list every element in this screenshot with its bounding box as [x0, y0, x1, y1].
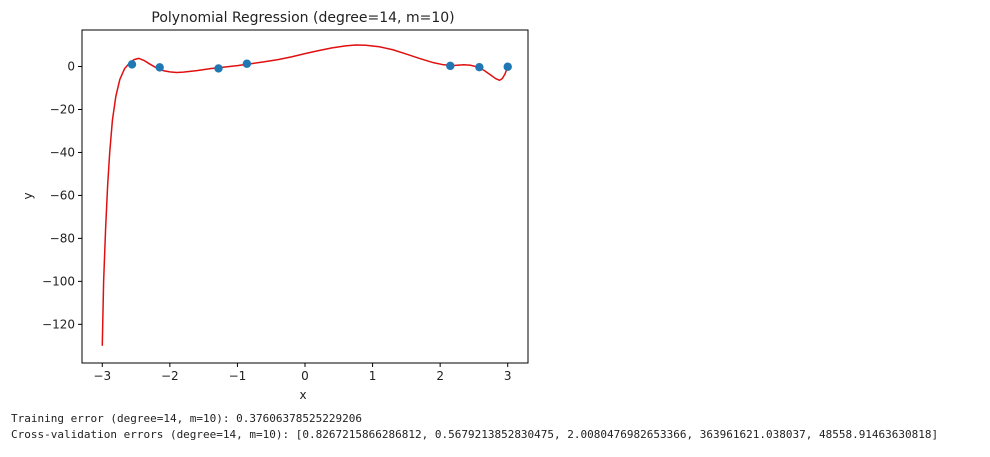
- chart-title: Polynomial Regression (degree=14, m=10): [151, 10, 454, 26]
- data-point: [242, 59, 252, 68]
- data-point: [214, 64, 223, 73]
- x-axis-label: x: [299, 388, 306, 402]
- training-error-text: Training error (degree=14, m=10): 0.3760…: [11, 412, 362, 425]
- y-tick-label: −120: [42, 317, 75, 331]
- y-tick-label: −60: [50, 188, 75, 202]
- regression-chart: Polynomial Regression (degree=14, m=10) …: [21, 10, 529, 402]
- plot-layer: −3 −2 −1 0 1 2 3 0 −20 −40 −60 −80 −100 −120: [42, 29, 529, 383]
- data-point: [503, 62, 512, 71]
- y-axis-label: y: [21, 192, 35, 199]
- y-tick-label: −40: [50, 145, 75, 159]
- x-tick-label: 3: [504, 369, 512, 383]
- y-tick-label: −80: [50, 231, 75, 245]
- x-tick-label: −2: [161, 369, 179, 383]
- data-point: [475, 62, 484, 72]
- x-tick-label: 1: [369, 369, 377, 383]
- x-tick-label: 2: [436, 369, 444, 383]
- plot-frame: [81, 29, 529, 364]
- chart-area: Polynomial Regression (degree=14, m=10) …: [21, 10, 529, 402]
- data-point: [155, 63, 164, 72]
- y-tick-label: 0: [67, 60, 75, 74]
- y-tick-label: −100: [42, 274, 75, 288]
- data-point: [446, 61, 455, 71]
- cross-validation-errors-text: Cross-validation errors (degree=14, m=10…: [11, 428, 939, 441]
- x-tick-label: 0: [301, 369, 309, 383]
- regression-curve: [101, 44, 509, 346]
- x-tick-label: −3: [93, 369, 111, 383]
- data-point: [127, 60, 137, 69]
- y-tick-label: −20: [50, 102, 75, 116]
- x-tick-label: −1: [229, 369, 247, 383]
